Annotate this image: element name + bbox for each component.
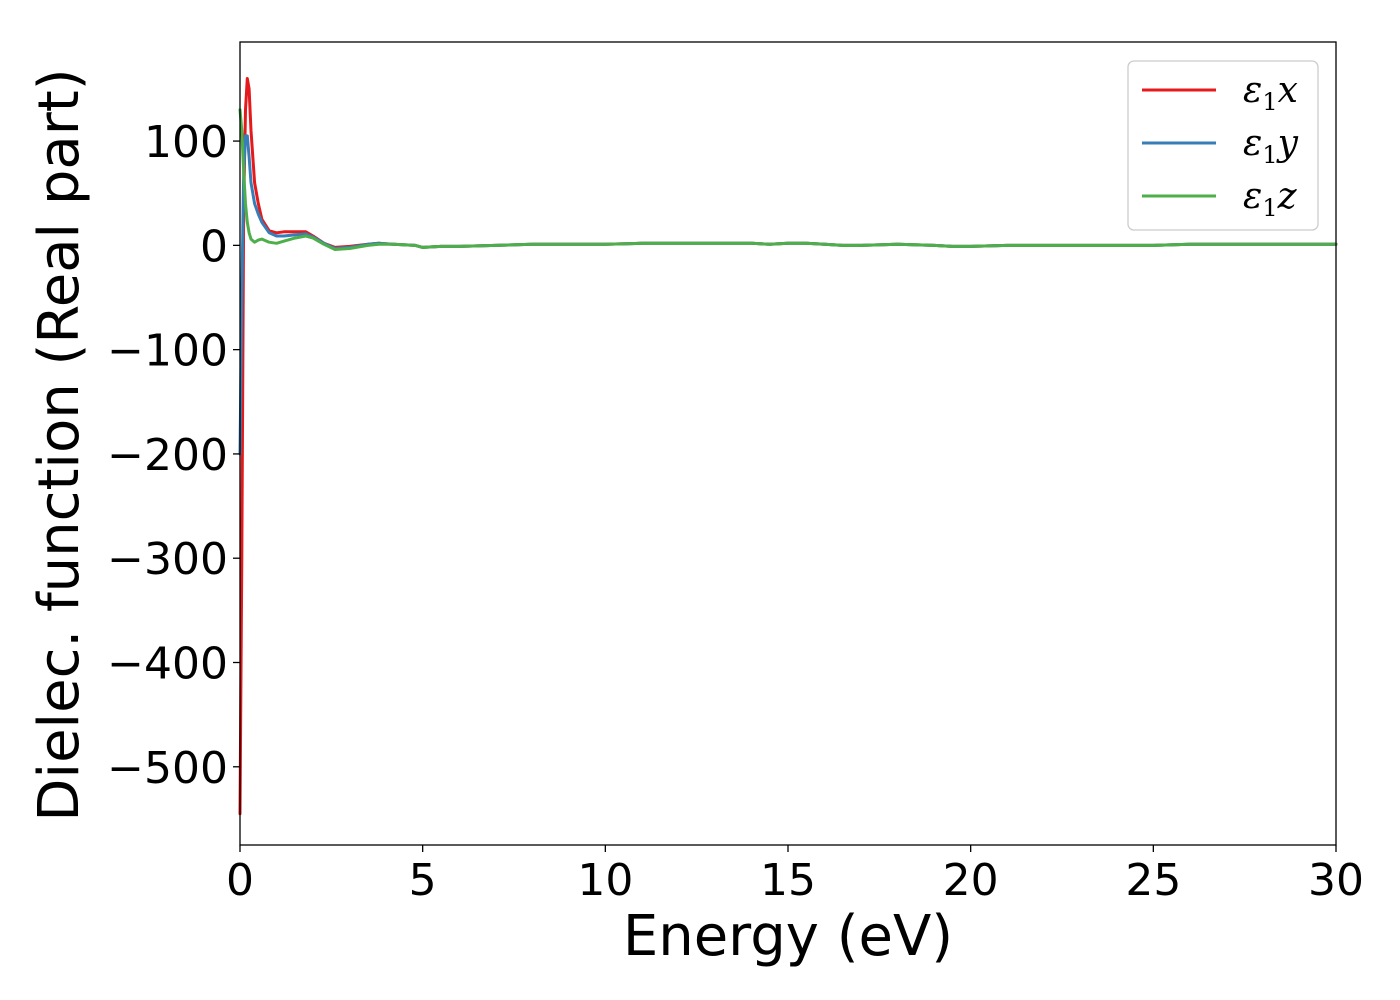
y-tick-label: −300 [107, 534, 228, 585]
series-line-z [238, 108, 1338, 251]
legend-frame [1127, 60, 1319, 231]
legend: ε1x ε1y ε1z [1127, 60, 1319, 231]
legend-entries: ε1x ε1y ε1z [1142, 70, 1299, 222]
x-tick-label: 25 [1125, 855, 1181, 906]
legend-label-x: ε1x [1243, 70, 1298, 116]
y-tick-label: −500 [107, 743, 228, 794]
y-axis-title: Dielec. function (Real part) [27, 68, 92, 821]
x-tick-label: 30 [1308, 855, 1364, 906]
x-tick-label: 10 [577, 855, 633, 906]
series-layer [238, 77, 1338, 816]
x-tick-label: 0 [226, 855, 254, 906]
x-tick-label: 5 [409, 855, 437, 906]
x-tick-label: 20 [943, 855, 999, 906]
x-tick-label: 15 [760, 855, 816, 906]
y-tick-label: −400 [107, 639, 228, 690]
y-tick-label: −200 [107, 430, 228, 481]
x-axis: 0 5 10 15 20 25 30 [226, 845, 1364, 906]
y-axis: 100 0 −100 −200 −300 −400 −500 [107, 117, 240, 794]
legend-label-z: ε1z [1243, 176, 1298, 222]
x-axis-title: Energy (eV) [623, 904, 953, 969]
y-tick-label: 0 [200, 221, 228, 272]
legend-label-y: ε1y [1243, 123, 1299, 169]
y-tick-label: −100 [107, 326, 228, 377]
y-tick-label: 100 [144, 117, 228, 168]
